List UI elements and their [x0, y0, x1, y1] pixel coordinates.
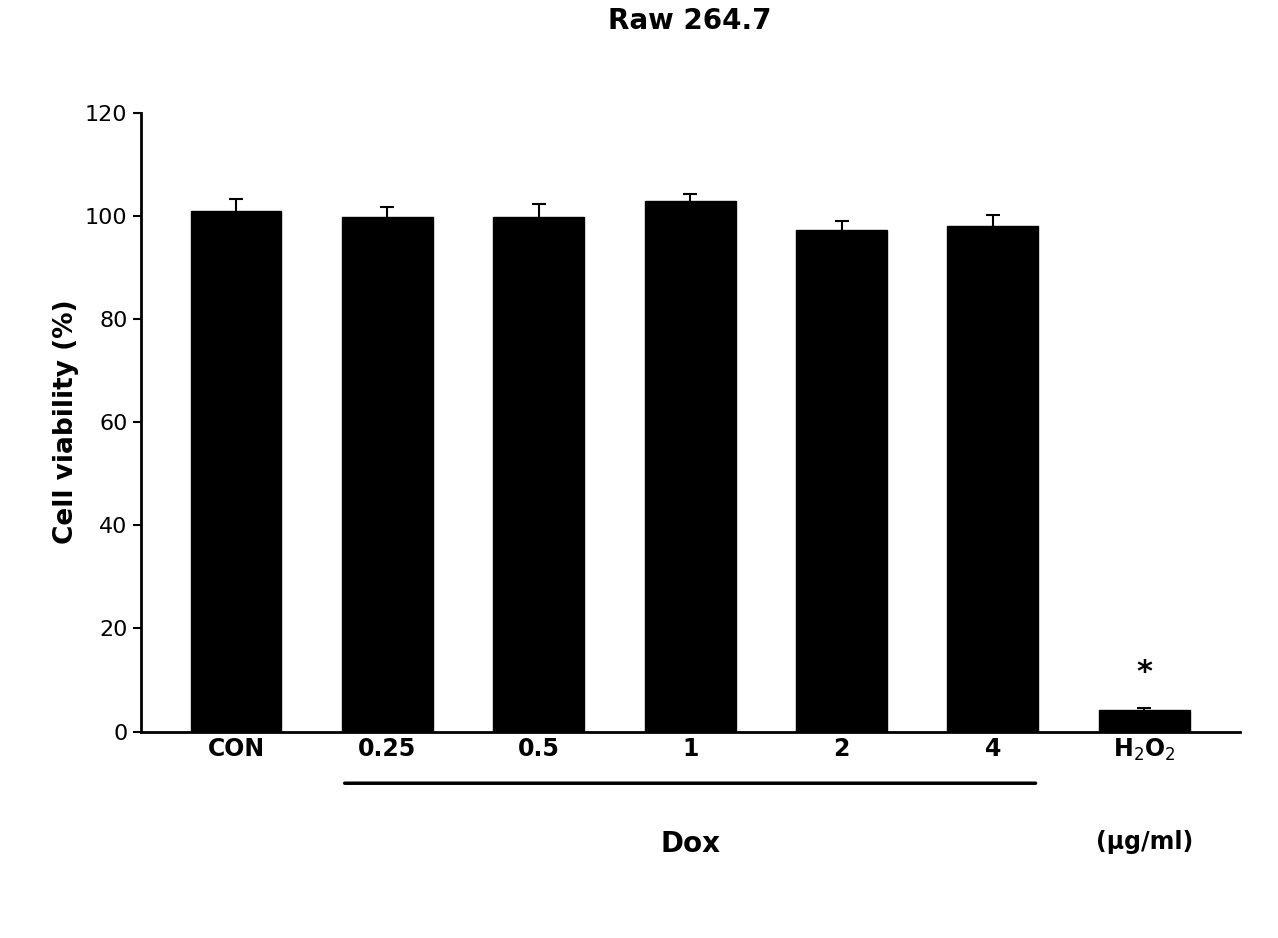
Bar: [343, 217, 433, 732]
Y-axis label: Cell viability (%): Cell viability (%): [54, 300, 79, 544]
Text: (μg/ml): (μg/ml): [1095, 830, 1192, 854]
Text: *: *: [1136, 658, 1153, 688]
Bar: [947, 226, 1038, 732]
Bar: [644, 202, 736, 732]
Title: Raw 264.7: Raw 264.7: [608, 8, 772, 36]
Bar: [796, 230, 887, 732]
Bar: [1099, 710, 1190, 732]
Bar: [493, 218, 584, 732]
Text: Dox: Dox: [661, 830, 720, 857]
Bar: [190, 211, 281, 732]
